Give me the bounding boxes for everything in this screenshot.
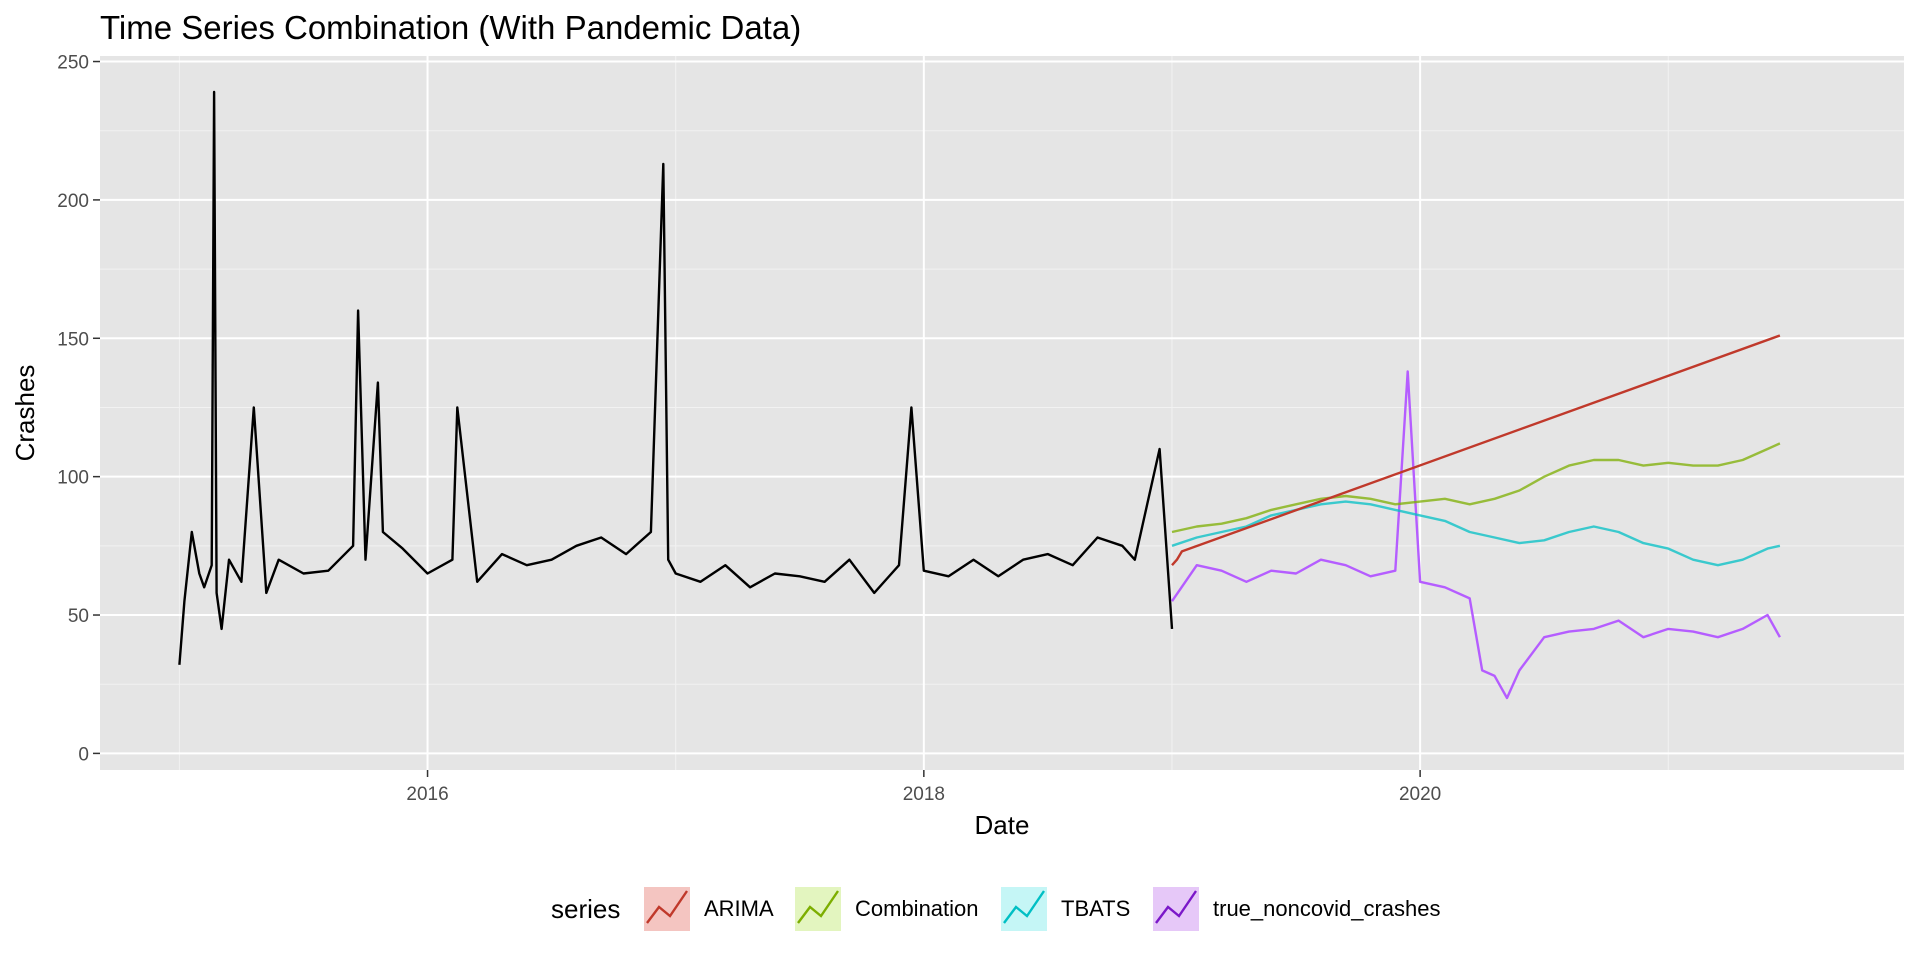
chart-title: Time Series Combination (With Pandemic D… (100, 9, 801, 46)
series-line-true-noncovid-crashes (1171, 370, 1781, 700)
y-tick-label: 100 (57, 468, 89, 489)
legend-title: series (551, 894, 620, 924)
legend: series ARIMA Combination TBATS true_noncovi… (551, 887, 1440, 931)
y-tick-label: 200 (57, 191, 89, 212)
legend-swatch-line (1155, 890, 1197, 924)
y-tick-label: 50 (68, 606, 89, 627)
y-tick-label: 150 (57, 329, 89, 350)
x-axis-title: Date (975, 810, 1030, 840)
series-line-tbats (1171, 500, 1781, 567)
y-tick-label: 250 (57, 53, 89, 74)
legend-key-tbats (1001, 887, 1047, 931)
legend-swatch-line (646, 890, 688, 924)
x-tick-label: 2018 (903, 784, 945, 805)
x-tick-label: 2016 (406, 784, 448, 805)
grid-layer (100, 56, 1904, 770)
series-line-arima (1171, 334, 1781, 566)
legend-label-tbats: TBATS (1061, 896, 1130, 921)
legend-label-combination: Combination (855, 896, 979, 921)
plot-panel (100, 56, 1904, 770)
legend-label-arima: ARIMA (704, 896, 774, 921)
legend-swatch-line (1003, 890, 1045, 924)
y-axis-title: Crashes (10, 365, 40, 462)
y-tick-label: 0 (78, 744, 89, 765)
series-layer (178, 90, 1781, 700)
legend-swatch-line (797, 890, 839, 924)
legend-key-true-noncovid-crashes (1153, 887, 1199, 931)
x-tick-label: 2020 (1399, 784, 1441, 805)
axis-layer: 0 50 100 150 200 250 2016 2018 2020 (57, 53, 1441, 805)
legend-key-arima (644, 887, 690, 931)
series-line-history (178, 90, 1174, 665)
series-line-combination (1171, 442, 1781, 534)
legend-label-true-noncovid-crashes: true_noncovid_crashes (1213, 896, 1440, 921)
legend-key-combination (795, 887, 841, 931)
